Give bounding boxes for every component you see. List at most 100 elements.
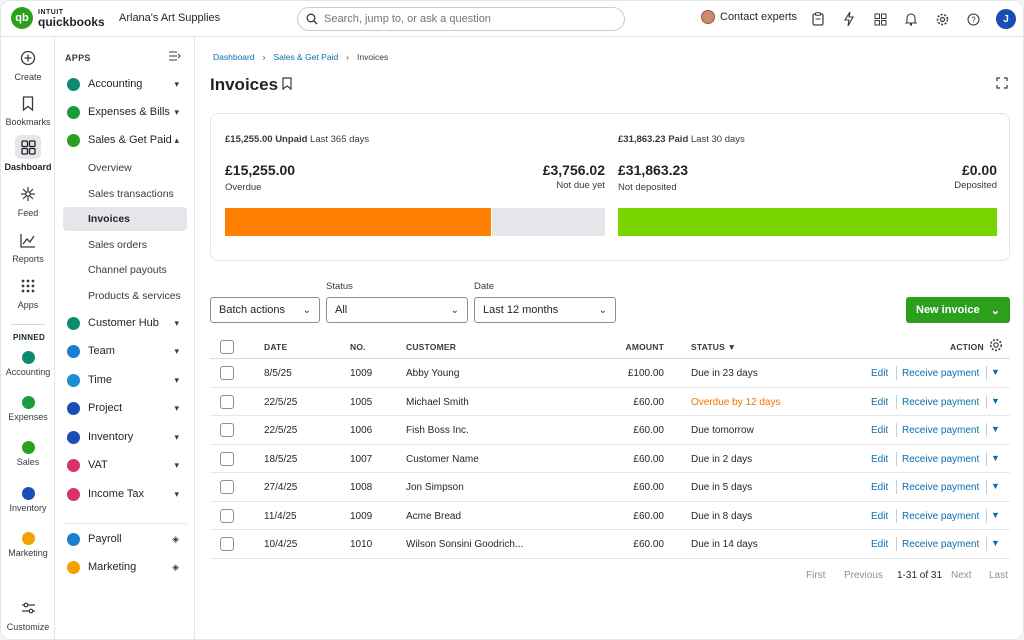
rail-create[interactable]: Create [1, 47, 55, 82]
rail-reports[interactable]: Reports [1, 229, 55, 264]
gear-icon[interactable] [933, 10, 951, 28]
row-checkbox[interactable] [220, 366, 234, 380]
column-number[interactable]: NO. [350, 342, 366, 352]
pager-first[interactable]: First [806, 570, 826, 581]
quickbooks-logo[interactable]: qb INTUIT quickbooks [11, 7, 105, 29]
edit-link[interactable]: Edit [871, 482, 889, 493]
column-status[interactable]: STATUS ▼ [691, 342, 736, 352]
user-avatar[interactable]: J [996, 9, 1016, 29]
rail-dashboard[interactable]: Dashboard [1, 135, 55, 172]
search-box[interactable] [297, 7, 625, 31]
lightning-icon[interactable] [840, 10, 858, 28]
receive-payment-link[interactable]: Receive payment [902, 453, 980, 465]
nav-sub-invoices[interactable]: Invoices [63, 207, 187, 231]
receive-payment-link[interactable]: Receive payment [902, 539, 980, 550]
more-actions-caret-icon[interactable]: ▼ [991, 481, 1000, 491]
contact-experts-button[interactable]: Contact experts [701, 10, 797, 24]
pager-previous[interactable]: Previous [844, 570, 883, 581]
new-invoice-button[interactable]: New invoice ⌄ [906, 297, 1010, 323]
table-row[interactable]: 27/4/25 1008 Jon Simpson £60.00 Due in 5… [210, 473, 1010, 502]
row-checkbox[interactable] [220, 394, 234, 409]
column-customer[interactable]: CUSTOMER [406, 342, 457, 352]
date-filter-select[interactable]: Last 12 months ⌄ [474, 297, 616, 323]
nav-project[interactable]: Project ▾ [63, 397, 187, 419]
nav-sub-products-services[interactable]: Products & services [88, 290, 181, 302]
edit-link[interactable]: Edit [871, 396, 889, 408]
rail-pinned-expenses[interactable]: Expenses [1, 396, 55, 422]
search-input[interactable] [324, 13, 604, 25]
more-actions-caret-icon[interactable]: ▼ [991, 452, 1000, 463]
receive-payment-link[interactable]: Receive payment [902, 368, 980, 379]
row-checkbox[interactable] [220, 508, 234, 523]
breadcrumb-sales[interactable]: Sales & Get Paid [273, 52, 339, 62]
table-row[interactable]: 10/4/25 1010 Wilson Sonsini Goodrich... … [210, 530, 1010, 559]
row-checkbox[interactable] [220, 451, 234, 466]
status-filter-select[interactable]: All ⌄ [326, 297, 468, 323]
receive-payment-link[interactable]: Receive payment [902, 396, 980, 408]
nav-sub-overview[interactable]: Overview [88, 162, 132, 174]
nav-sub-sales-orders[interactable]: Sales orders [88, 239, 147, 251]
table-row[interactable]: 11/4/25 1009 Acme Bread £60.00 Due in 8 … [210, 502, 1010, 530]
table-row[interactable]: 8/5/25 1009 Abby Young £100.00 Due in 23… [210, 359, 1010, 388]
edit-link[interactable]: Edit [871, 453, 889, 465]
apps-icon[interactable] [871, 10, 889, 28]
overdue-bar[interactable] [225, 208, 491, 236]
rail-feed[interactable]: Feed [1, 183, 55, 218]
chevron-down-icon[interactable]: ⌄ [990, 304, 1000, 317]
rail-pinned-sales[interactable]: Sales [1, 441, 55, 467]
batch-actions-dropdown[interactable]: Batch actions ⌄ [210, 297, 320, 323]
collapse-panel-icon[interactable] [169, 51, 181, 64]
nav-inventory[interactable]: Inventory ▾ [63, 426, 187, 448]
more-actions-caret-icon[interactable]: ▼ [991, 509, 1000, 520]
table-row[interactable]: 18/5/25 1007 Customer Name £60.00 Due in… [210, 445, 1010, 473]
row-checkbox[interactable] [220, 537, 234, 551]
pager-next[interactable]: Next [951, 570, 972, 581]
table-settings-gear-icon[interactable] [989, 338, 1003, 357]
column-date[interactable]: DATE [264, 342, 288, 352]
nav-sales[interactable]: Sales & Get Paid ▴ [63, 129, 187, 151]
help-icon[interactable]: ? [964, 10, 982, 28]
edit-link[interactable]: Edit [871, 368, 889, 379]
more-actions-caret-icon[interactable]: ▼ [991, 395, 1000, 406]
nav-vat[interactable]: VAT ▾ [63, 454, 187, 476]
rail-pinned-marketing[interactable]: Marketing [1, 532, 55, 558]
more-actions-caret-icon[interactable]: ▼ [991, 538, 1000, 548]
nav-expenses[interactable]: Expenses & Bills ▾ [63, 101, 187, 123]
rail-apps[interactable]: Apps [1, 275, 55, 310]
table-row[interactable]: 22/5/25 1005 Michael Smith £60.00 Overdu… [210, 388, 1010, 416]
receive-payment-link[interactable]: Receive payment [902, 510, 980, 522]
not-due-bar[interactable] [492, 208, 605, 236]
row-checkbox[interactable] [220, 423, 234, 437]
pager-last[interactable]: Last [989, 570, 1008, 581]
nav-sub-channel-payouts[interactable]: Channel payouts [88, 264, 167, 276]
edit-link[interactable]: Edit [871, 539, 889, 550]
more-actions-caret-icon[interactable]: ▼ [991, 367, 1000, 377]
clipboard-icon[interactable] [809, 10, 827, 28]
nav-time[interactable]: Time ▾ [63, 369, 187, 391]
rail-pinned-accounting[interactable]: Accounting [1, 351, 55, 377]
column-amount[interactable]: AMOUNT [625, 342, 664, 352]
paid-bar[interactable] [618, 208, 997, 236]
bookmark-page-icon[interactable] [282, 77, 292, 93]
rail-bookmarks[interactable]: Bookmarks [1, 92, 55, 127]
edit-link[interactable]: Edit [871, 425, 889, 436]
nav-accounting[interactable]: Accounting ▾ [63, 73, 187, 95]
nav-customer-hub[interactable]: Customer Hub ▾ [63, 312, 187, 334]
breadcrumb-dashboard[interactable]: Dashboard [213, 52, 255, 62]
nav-team[interactable]: Team ▾ [63, 340, 187, 362]
select-all-checkbox[interactable] [220, 340, 234, 354]
nav-payroll[interactable]: Payroll ◈ [63, 528, 187, 550]
nav-marketing[interactable]: Marketing ◈ [63, 556, 187, 578]
more-actions-caret-icon[interactable]: ▼ [991, 424, 1000, 434]
company-name[interactable]: Arlana's Art Supplies [119, 12, 221, 24]
rail-customize[interactable]: Customize [1, 597, 55, 632]
fullscreen-icon[interactable] [996, 77, 1008, 92]
nav-sub-sales-transactions[interactable]: Sales transactions [88, 188, 174, 200]
receive-payment-link[interactable]: Receive payment [902, 482, 980, 493]
row-checkbox[interactable] [220, 480, 234, 494]
edit-link[interactable]: Edit [871, 510, 889, 522]
rail-pinned-inventory[interactable]: Inventory [1, 487, 55, 513]
receive-payment-link[interactable]: Receive payment [902, 425, 980, 436]
table-row[interactable]: 22/5/25 1006 Fish Boss Inc. £60.00 Due t… [210, 416, 1010, 445]
bell-icon[interactable] [902, 10, 920, 28]
